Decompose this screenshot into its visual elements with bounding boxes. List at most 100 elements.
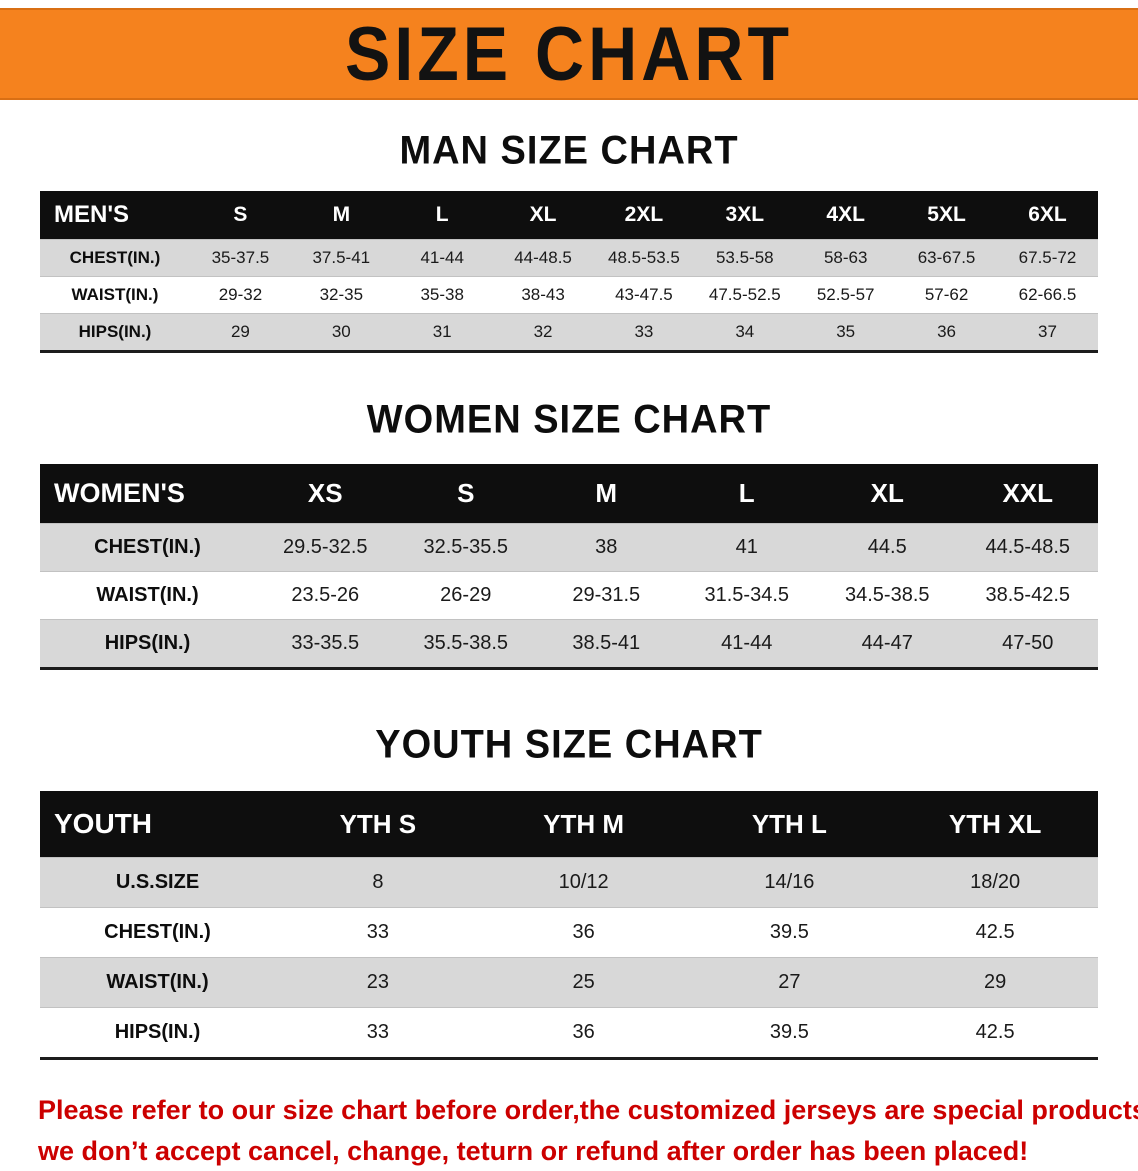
value-cell: 14/16	[687, 858, 893, 908]
value-cell: 25	[481, 958, 687, 1008]
value-cell: 31.5-34.5	[677, 572, 818, 620]
value-cell: 36	[896, 314, 997, 352]
value-cell: 42.5	[892, 1008, 1098, 1059]
size-header-cell: XXL	[958, 464, 1099, 524]
value-cell: 36	[481, 1008, 687, 1059]
value-cell: 39.5	[687, 908, 893, 958]
table-title-cell: MEN'S	[40, 191, 190, 240]
value-cell: 53.5-58	[694, 240, 795, 277]
value-cell: 32-35	[291, 277, 392, 314]
value-cell: 38.5-41	[536, 620, 677, 669]
size-chart-banner: SIZE CHART	[0, 8, 1138, 100]
value-cell: 39.5	[687, 1008, 893, 1059]
value-cell: 63-67.5	[896, 240, 997, 277]
size-header-cell: YTH S	[275, 791, 481, 858]
row-label-cell: WAIST(IN.)	[40, 958, 275, 1008]
value-cell: 29-32	[190, 277, 291, 314]
row-label-cell: U.S.SIZE	[40, 858, 275, 908]
value-cell: 47-50	[958, 620, 1099, 669]
value-cell: 35	[795, 314, 896, 352]
value-cell: 35-37.5	[190, 240, 291, 277]
value-cell: 32	[493, 314, 594, 352]
size-header-cell: S	[396, 464, 537, 524]
women-section-heading: WOMEN SIZE CHART	[0, 398, 1138, 443]
row-label-cell: HIPS(IN.)	[40, 620, 255, 669]
value-cell: 18/20	[892, 858, 1098, 908]
row-label-cell: HIPS(IN.)	[40, 314, 190, 352]
value-cell: 44.5	[817, 524, 958, 572]
table-title-cell: YOUTH	[40, 791, 275, 858]
value-cell: 42.5	[892, 908, 1098, 958]
disclaimer-line-2: we don’t accept cancel, change, teturn o…	[38, 1131, 1100, 1171]
value-cell: 38-43	[493, 277, 594, 314]
size-header-cell: XL	[493, 191, 594, 240]
size-header-cell: 6XL	[997, 191, 1098, 240]
row-label-cell: CHEST(IN.)	[40, 524, 255, 572]
row-label-cell: HIPS(IN.)	[40, 1008, 275, 1059]
size-header-cell: XL	[817, 464, 958, 524]
value-cell: 29	[190, 314, 291, 352]
value-cell: 43-47.5	[594, 277, 695, 314]
size-header-cell: S	[190, 191, 291, 240]
value-cell: 44-47	[817, 620, 958, 669]
value-cell: 29.5-32.5	[255, 524, 396, 572]
value-cell: 47.5-52.5	[694, 277, 795, 314]
size-header-cell: YTH M	[481, 791, 687, 858]
value-cell: 35.5-38.5	[396, 620, 537, 669]
value-cell: 33	[275, 1008, 481, 1059]
value-cell: 30	[291, 314, 392, 352]
value-cell: 58-63	[795, 240, 896, 277]
value-cell: 38.5-42.5	[958, 572, 1099, 620]
size-header-cell: XS	[255, 464, 396, 524]
size-header-cell: L	[392, 191, 493, 240]
value-cell: 38	[536, 524, 677, 572]
value-cell: 23.5-26	[255, 572, 396, 620]
size-header-cell: 2XL	[594, 191, 695, 240]
value-cell: 34.5-38.5	[817, 572, 958, 620]
value-cell: 44.5-48.5	[958, 524, 1099, 572]
table-title-cell: WOMEN'S	[40, 464, 255, 524]
value-cell: 27	[687, 958, 893, 1008]
value-cell: 33	[594, 314, 695, 352]
men-section-heading: MAN SIZE CHART	[0, 129, 1138, 174]
row-label-cell: CHEST(IN.)	[40, 908, 275, 958]
size-header-cell: 3XL	[694, 191, 795, 240]
value-cell: 41-44	[677, 620, 818, 669]
value-cell: 41	[677, 524, 818, 572]
disclaimer-line-1: Please refer to our size chart before or…	[38, 1090, 1100, 1131]
size-header-cell: M	[291, 191, 392, 240]
value-cell: 57-62	[896, 277, 997, 314]
value-cell: 44-48.5	[493, 240, 594, 277]
value-cell: 35-38	[392, 277, 493, 314]
size-header-cell: YTH XL	[892, 791, 1098, 858]
banner-title: SIZE CHART	[345, 10, 793, 97]
value-cell: 48.5-53.5	[594, 240, 695, 277]
value-cell: 29	[892, 958, 1098, 1008]
value-cell: 62-66.5	[997, 277, 1098, 314]
value-cell: 67.5-72	[997, 240, 1098, 277]
value-cell: 37.5-41	[291, 240, 392, 277]
size-header-cell: 4XL	[795, 191, 896, 240]
value-cell: 26-29	[396, 572, 537, 620]
value-cell: 33	[275, 908, 481, 958]
value-cell: 52.5-57	[795, 277, 896, 314]
value-cell: 31	[392, 314, 493, 352]
